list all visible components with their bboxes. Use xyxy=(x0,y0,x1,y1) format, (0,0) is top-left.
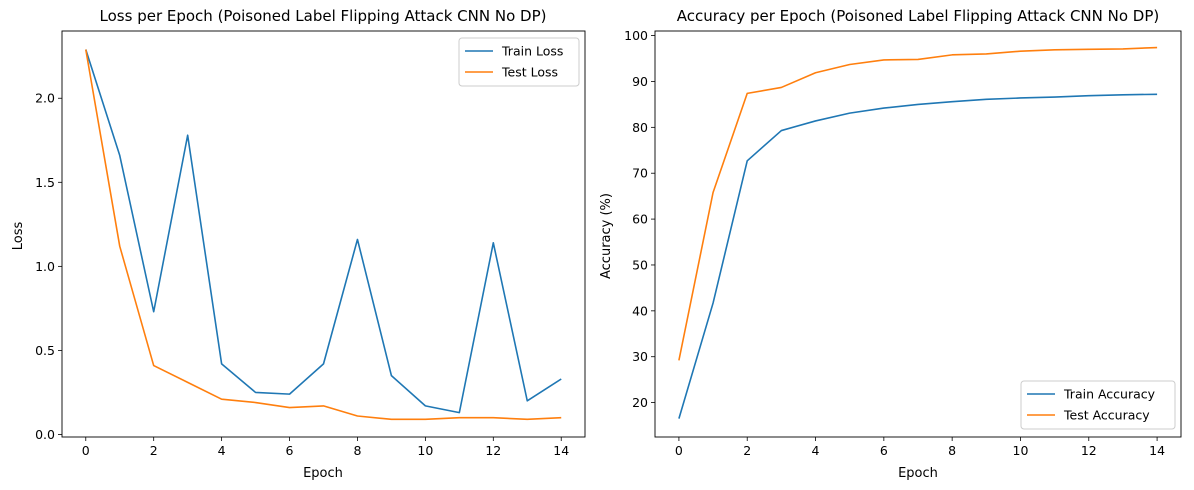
legend-label-test: Test Loss xyxy=(501,65,558,80)
y-tick-label: 70 xyxy=(632,166,648,181)
legend-label-train: Train Loss xyxy=(501,44,563,59)
plot-frame xyxy=(654,30,1182,438)
x-tick-label: 2 xyxy=(743,443,751,458)
loss-chart-title: Loss per Epoch (Poisoned Label Flipping … xyxy=(100,7,547,25)
x-tick-label: 12 xyxy=(485,443,501,458)
x-tick-label: 8 xyxy=(948,443,956,458)
x-tick-label: 2 xyxy=(150,443,158,458)
legend-label-test: Test Accuracy xyxy=(1063,408,1150,423)
accuracy-chart-title: Accuracy per Epoch (Poisoned Label Flipp… xyxy=(677,7,1160,25)
y-tick-label: 30 xyxy=(632,349,648,364)
legend: Train Loss Test Loss xyxy=(458,37,580,87)
y-tick-label: 40 xyxy=(632,303,648,318)
y-tick-label: 80 xyxy=(632,120,648,135)
y-tick-label: 60 xyxy=(632,212,648,227)
legend-box xyxy=(458,37,580,87)
y-tick-label: 1.0 xyxy=(35,259,55,274)
y-tick-label: 2.0 xyxy=(35,91,55,106)
y-tick-label: 0.0 xyxy=(35,427,55,442)
series-line-train xyxy=(678,93,1158,419)
accuracy-chart-ylabel: Accuracy (%) xyxy=(599,193,614,279)
x-tick-label: 12 xyxy=(1081,443,1097,458)
legend: Train Accuracy Test Accuracy xyxy=(1020,380,1176,430)
y-tick-label: 20 xyxy=(632,395,648,410)
loss-chart: Loss per Epoch (Poisoned Label Flipping … xyxy=(11,7,586,481)
x-tick-label: 4 xyxy=(812,443,820,458)
plot-frame xyxy=(61,30,586,438)
loss-plot-area: 0 2 4 6 8 10 12 14 0.0 0.5 1.0 1.5 2.0 Train Loss Test… xyxy=(35,30,586,458)
loss-chart-ylabel: Loss xyxy=(11,222,26,251)
y-tick-label: 50 xyxy=(632,257,648,272)
loss-chart-xlabel: Epoch xyxy=(303,466,343,481)
accuracy-chart: Accuracy per Epoch (Poisoned Label Flipp… xyxy=(599,7,1182,481)
x-tick-label: 8 xyxy=(353,443,361,458)
x-tick-label: 6 xyxy=(286,443,294,458)
y-tick-label: 1.5 xyxy=(35,175,55,190)
legend-box xyxy=(1020,380,1176,430)
accuracy-plot-area: 0 2 4 6 8 10 12 14 20 30 40 50 60 70 80 90 100 Train Accu… xyxy=(624,28,1182,458)
accuracy-chart-xlabel: Epoch xyxy=(898,466,938,481)
legend-label-train: Train Accuracy xyxy=(1063,387,1156,402)
y-tick-label: 0.5 xyxy=(35,343,55,358)
x-tick-label: 4 xyxy=(218,443,226,458)
series-line-test xyxy=(678,46,1158,361)
x-tick-label: 14 xyxy=(553,443,569,458)
y-tick-label: 90 xyxy=(632,74,648,89)
x-tick-label: 0 xyxy=(82,443,90,458)
x-tick-label: 14 xyxy=(1149,443,1165,458)
series-line-train xyxy=(85,49,562,414)
x-tick-label: 6 xyxy=(880,443,888,458)
y-tick-label: 100 xyxy=(624,28,648,43)
x-tick-label: 10 xyxy=(1013,443,1029,458)
series-line-test xyxy=(84,49,562,421)
x-tick-label: 10 xyxy=(417,443,433,458)
x-tick-label: 0 xyxy=(675,443,683,458)
